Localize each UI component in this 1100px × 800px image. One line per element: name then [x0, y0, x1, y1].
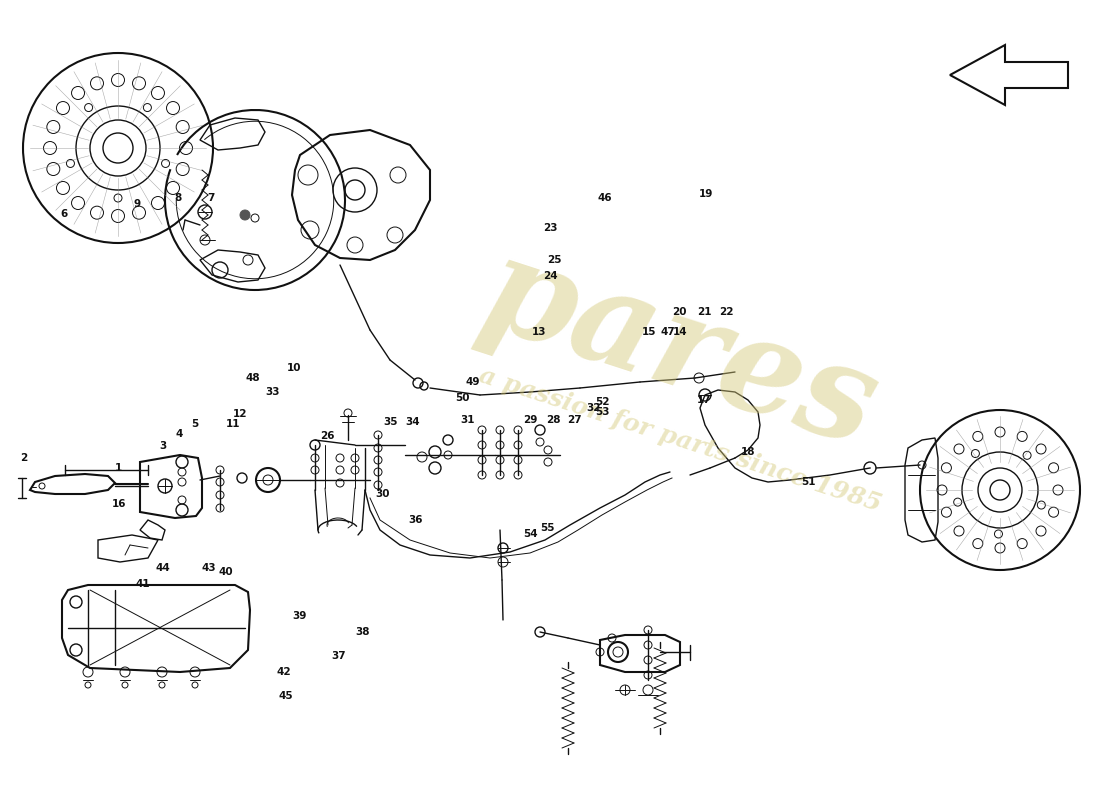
Text: 13: 13 — [531, 327, 547, 337]
Text: 43: 43 — [201, 563, 217, 573]
Text: 20: 20 — [672, 307, 688, 317]
Text: 18: 18 — [740, 447, 756, 457]
Text: 26: 26 — [320, 431, 336, 441]
Text: 53: 53 — [595, 407, 610, 417]
Text: 4: 4 — [176, 430, 183, 439]
Text: 1: 1 — [116, 463, 122, 473]
Text: 17: 17 — [696, 395, 712, 405]
Text: 16: 16 — [111, 499, 126, 509]
Text: 15: 15 — [641, 327, 657, 337]
Text: 10: 10 — [286, 363, 301, 373]
Text: a passion for parts since 1985: a passion for parts since 1985 — [476, 363, 884, 517]
Text: 12: 12 — [232, 410, 248, 419]
Text: 33: 33 — [265, 387, 280, 397]
Text: 54: 54 — [522, 530, 538, 539]
Text: 35: 35 — [383, 418, 398, 427]
Text: 29: 29 — [522, 415, 538, 425]
Text: 55: 55 — [540, 523, 556, 533]
Text: 49: 49 — [465, 378, 481, 387]
Text: 2: 2 — [21, 453, 28, 462]
Text: 3: 3 — [160, 442, 166, 451]
Text: 8: 8 — [175, 194, 182, 203]
Text: 22: 22 — [718, 307, 734, 317]
Text: 6: 6 — [60, 210, 67, 219]
Text: 27: 27 — [566, 415, 582, 425]
Text: 48: 48 — [245, 373, 261, 382]
Text: 30: 30 — [375, 490, 390, 499]
Text: 21: 21 — [696, 307, 712, 317]
Text: 37: 37 — [331, 651, 346, 661]
Text: 46: 46 — [597, 194, 613, 203]
Text: 38: 38 — [355, 627, 371, 637]
Text: 23: 23 — [542, 223, 558, 233]
Text: 42: 42 — [276, 667, 292, 677]
Text: 5: 5 — [191, 419, 198, 429]
Text: 28: 28 — [546, 415, 561, 425]
Text: 40: 40 — [218, 567, 233, 577]
Text: 9: 9 — [134, 199, 141, 209]
Text: 25: 25 — [547, 255, 562, 265]
Text: 47: 47 — [660, 327, 675, 337]
Text: 19: 19 — [698, 189, 714, 198]
Text: 44: 44 — [155, 563, 170, 573]
Circle shape — [240, 210, 250, 220]
Text: 7: 7 — [208, 194, 214, 203]
Text: 50: 50 — [454, 393, 470, 402]
Text: 41: 41 — [135, 579, 151, 589]
Text: 11: 11 — [226, 419, 241, 429]
Text: 52: 52 — [595, 397, 610, 406]
Text: 24: 24 — [542, 271, 558, 281]
Text: 32: 32 — [586, 403, 602, 413]
Text: 36: 36 — [408, 515, 424, 525]
Text: pares: pares — [468, 226, 893, 474]
Polygon shape — [950, 45, 1068, 105]
Text: 14: 14 — [672, 327, 688, 337]
Text: 34: 34 — [405, 418, 420, 427]
Text: 45: 45 — [278, 691, 294, 701]
Text: 31: 31 — [460, 415, 475, 425]
Text: 51: 51 — [801, 477, 816, 486]
Text: 39: 39 — [292, 611, 307, 621]
